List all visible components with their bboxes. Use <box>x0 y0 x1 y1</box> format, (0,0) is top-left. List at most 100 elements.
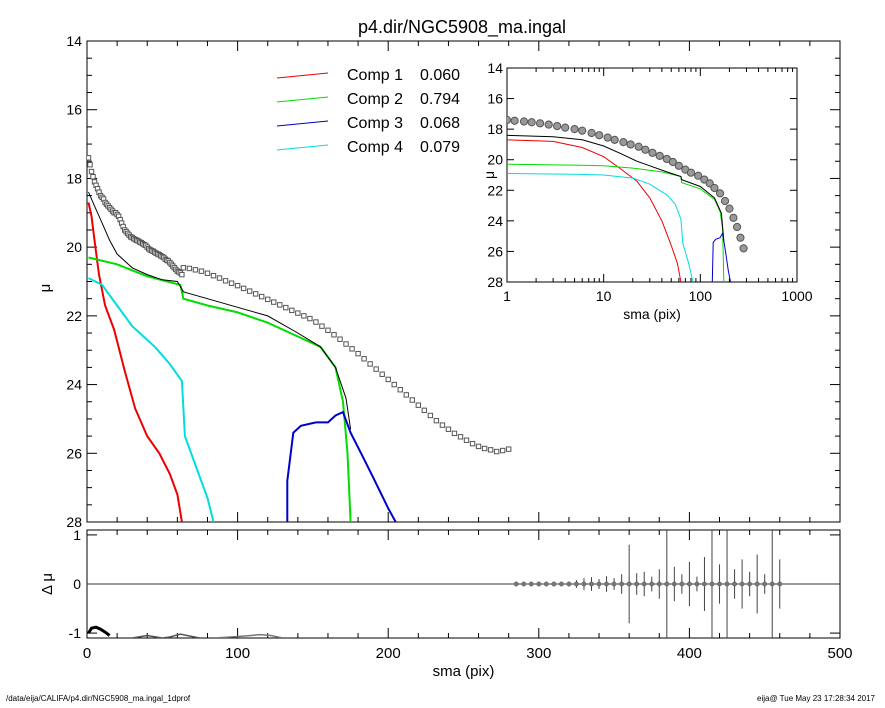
legend-label: Comp 1 <box>347 67 403 84</box>
main-data-point <box>198 268 205 274</box>
main-data-point <box>337 336 343 342</box>
legend-label: Comp 2 <box>347 91 403 108</box>
main-data-point <box>90 174 96 180</box>
main-data-point <box>373 366 379 372</box>
inset-data-point <box>587 128 596 138</box>
inset-ylabel: μ <box>481 171 497 179</box>
main-data-point <box>343 341 349 347</box>
residual-ytick-label: 1 <box>73 527 81 543</box>
inset-ytick-label: 22 <box>487 182 503 198</box>
residual-point <box>769 581 775 587</box>
legend-label: Comp 3 <box>347 115 403 132</box>
inset-data-point <box>694 171 703 180</box>
main-data-point <box>313 319 319 325</box>
main-data-point <box>265 296 271 303</box>
inset-ytick-label: 18 <box>487 121 503 137</box>
residual-point <box>528 581 534 587</box>
chart-title: p4.dir/NGC5908_ma.ingal <box>358 17 566 38</box>
residual-point <box>521 581 527 587</box>
inset-data-point <box>570 125 579 134</box>
residual-ytick-label: 0 <box>73 576 81 592</box>
residual-trace <box>132 633 201 638</box>
inset-plot-frame <box>506 67 798 283</box>
legend-value: 0.079 <box>420 139 460 156</box>
main-data-point <box>210 272 217 279</box>
inset-data-point <box>736 233 745 242</box>
residual-point <box>679 581 685 587</box>
residual-point <box>543 581 549 587</box>
main-series-line-comp-4 <box>88 277 215 522</box>
main-ytick-label: 16 <box>66 102 82 118</box>
inset-data-point <box>668 157 677 167</box>
main-series-line-comp-3 <box>286 410 397 522</box>
residual-xtick-label: 0 <box>83 645 91 662</box>
main-data-point <box>367 361 373 367</box>
inset-data-point <box>686 168 696 177</box>
main-data-point <box>289 307 295 314</box>
main-data-point <box>427 412 434 419</box>
inset-data-point <box>578 126 587 135</box>
residual-ytick-label: -1 <box>69 625 82 641</box>
residual-point <box>671 581 677 587</box>
main-series-line-comp-1 <box>87 202 183 522</box>
inset-ytick-label: 24 <box>487 213 503 229</box>
inset-xtick-label: 100 <box>689 288 713 304</box>
legend-value: 0.060 <box>420 67 460 84</box>
residual-point <box>513 581 519 587</box>
inset-data-point <box>595 131 604 140</box>
residual-trace <box>87 625 111 637</box>
residual-point <box>747 581 753 587</box>
residual-point <box>626 581 632 587</box>
main-data-point <box>252 291 259 297</box>
main-data-point <box>361 356 367 362</box>
inset-data-point <box>510 116 519 125</box>
main-data-point <box>469 440 476 447</box>
main-data-point <box>216 275 223 281</box>
inset-series-line-comp-4 <box>507 173 694 282</box>
residual-point <box>566 581 572 587</box>
inset-data-point <box>519 117 529 126</box>
inset-data-point <box>603 133 612 142</box>
residual-point <box>762 581 768 587</box>
main-data-point <box>87 161 93 168</box>
inset-data-point <box>610 135 619 144</box>
main-data-point <box>295 310 301 316</box>
inset-series-line-comp-1 <box>507 139 682 282</box>
inset-data-point <box>527 118 536 127</box>
inset-data-point <box>544 120 553 129</box>
main-series-line-total <box>88 191 352 430</box>
residual-point <box>694 581 700 587</box>
main-data-point <box>415 402 422 408</box>
main-data-point <box>487 447 494 453</box>
inset-data-point <box>725 204 734 213</box>
inset-xtick-label: 1 <box>503 288 511 304</box>
main-data-point <box>258 293 265 300</box>
residual-point <box>596 581 602 587</box>
main-data-point <box>481 445 488 452</box>
main-data-point <box>271 299 277 305</box>
main-data-point <box>88 168 95 175</box>
residual-ylabel: Δ μ <box>39 573 56 595</box>
residual-point <box>709 581 715 587</box>
residual-point <box>702 581 707 587</box>
inset-series-line-total <box>507 134 725 241</box>
inset-data-point <box>536 119 545 128</box>
residual-point <box>649 581 655 587</box>
residual-point <box>551 581 557 587</box>
legend-value: 0.068 <box>420 115 460 132</box>
main-ytick-label: 18 <box>66 170 82 186</box>
main-data-point <box>179 271 185 278</box>
footer-timestamp: eija@ Tue May 23 17:28:34 2017 <box>757 694 875 703</box>
inset-data-point <box>641 145 650 154</box>
inset-xlabel: sma (pix) <box>623 306 681 322</box>
main-data-point <box>325 327 331 333</box>
main-data-point <box>505 446 512 452</box>
residual-point <box>739 581 745 587</box>
main-data-point <box>457 434 464 440</box>
inset-data-point <box>732 222 742 232</box>
main-data-point <box>180 265 187 271</box>
residual-point <box>581 581 587 587</box>
legend-swatch <box>276 96 329 103</box>
